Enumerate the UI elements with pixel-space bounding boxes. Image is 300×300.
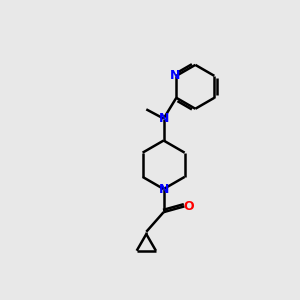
Text: N: N	[158, 182, 169, 196]
Text: N: N	[158, 112, 169, 125]
Text: N: N	[170, 69, 180, 82]
Text: O: O	[183, 200, 194, 213]
